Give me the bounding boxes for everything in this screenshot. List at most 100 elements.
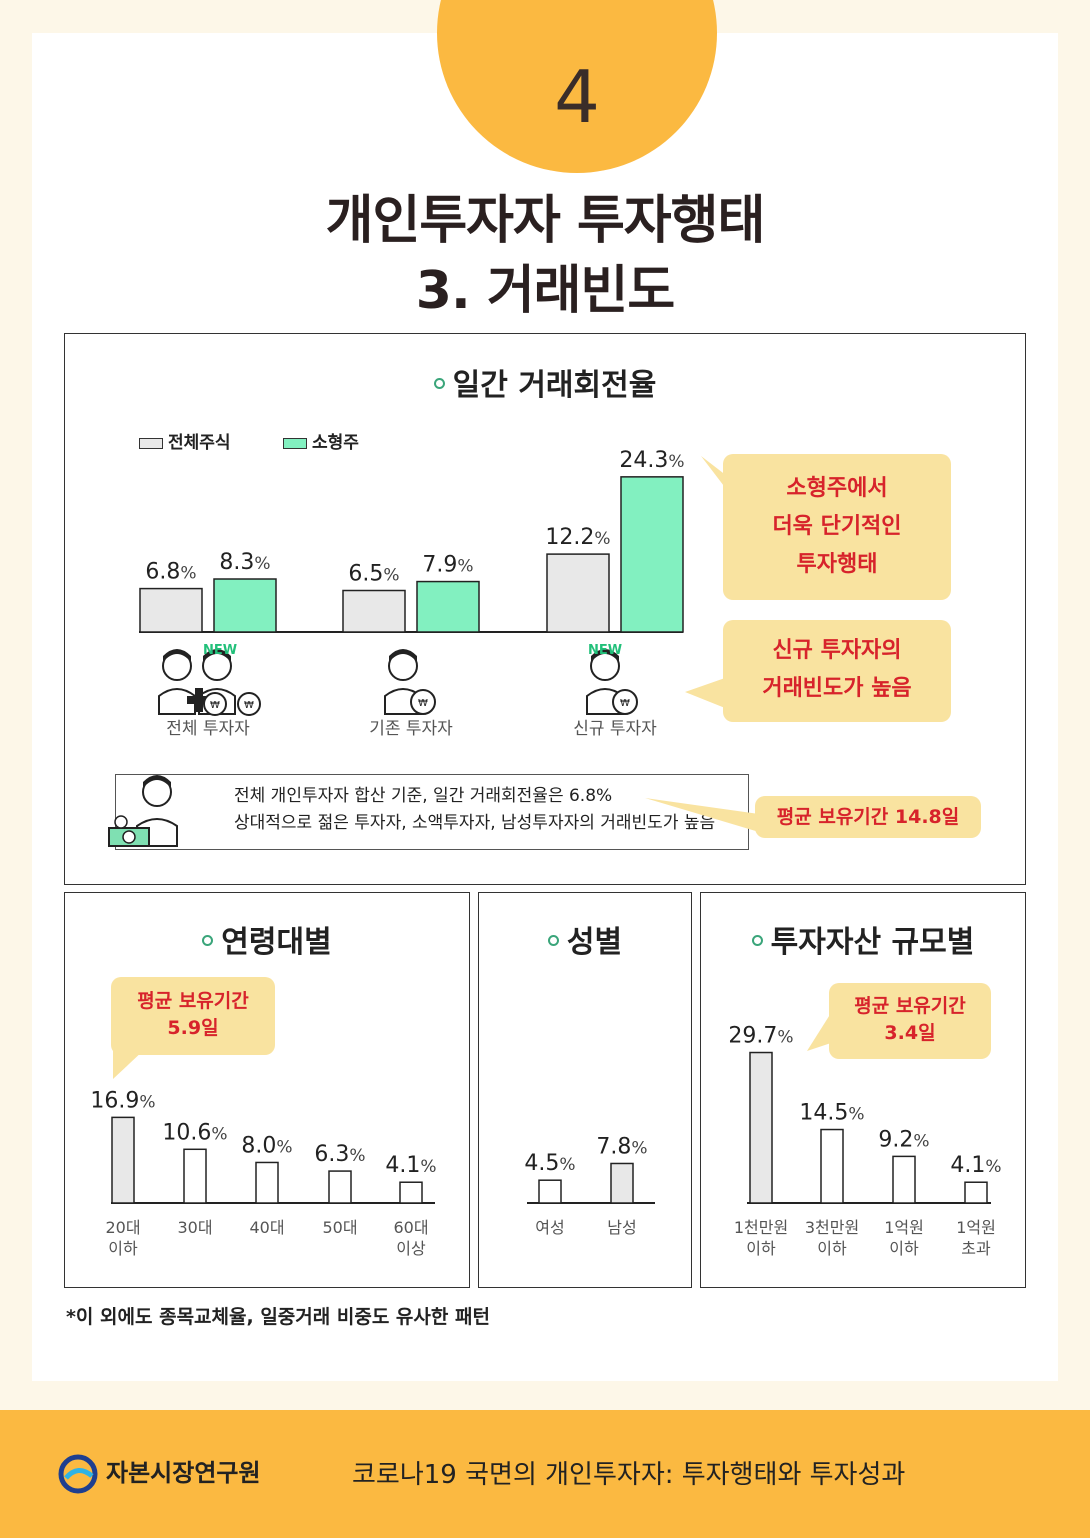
new-badge-all: NEW bbox=[203, 643, 237, 658]
bar-all-stocks-0 bbox=[139, 587, 203, 633]
footnote: *이 외에도 종목교체율, 일중거래 비중도 유사한 패턴 bbox=[66, 1306, 490, 1328]
bar-value-label: 7.8% bbox=[596, 1134, 647, 1159]
category-label: 1억원 bbox=[884, 1218, 924, 1237]
investor-icon-all: ₩ ₩ bbox=[158, 649, 261, 716]
bar-0 bbox=[111, 1116, 135, 1204]
note-callout-tail bbox=[645, 798, 759, 832]
category-label: 여성 bbox=[535, 1218, 564, 1237]
svg-text:₩: ₩ bbox=[418, 698, 428, 709]
bar-value-label: 7.9% bbox=[422, 553, 473, 578]
bar-all-stocks-1 bbox=[342, 589, 406, 633]
asset-callout: 평균 보유기간 3.4일 bbox=[829, 983, 991, 1059]
category-label: 3천만원 bbox=[805, 1218, 859, 1237]
category-label: 50대 bbox=[322, 1218, 357, 1237]
turnover-chart: 6.8% 6.5% 12.2% 8.3% 7.9% 24.3% bbox=[139, 448, 685, 633]
bar-3 bbox=[328, 1170, 352, 1204]
category-label: 30대 bbox=[177, 1218, 212, 1237]
bar-4 bbox=[399, 1181, 423, 1204]
category-label: 기존 투자자 bbox=[369, 719, 453, 739]
footer: 자본시장연구원 코로나19 국면의 개인투자자: 투자행태와 투자성과 bbox=[0, 1410, 1090, 1538]
svg-text:₩: ₩ bbox=[620, 698, 630, 709]
section-number: 4 bbox=[554, 55, 600, 139]
legend-all-stocks: 전체주식 bbox=[139, 428, 231, 453]
category-label: 이하 bbox=[889, 1239, 919, 1258]
investor-money-icon bbox=[108, 775, 178, 847]
svg-text:₩: ₩ bbox=[244, 700, 254, 711]
summary-note: 전체 개인투자자 합산 기준, 일간 거래회전율은 6.8% 상대적으로 젊은 … bbox=[115, 774, 749, 850]
page-subtitle: 3. 거래빈도 bbox=[415, 261, 675, 321]
bar-3 bbox=[964, 1181, 988, 1204]
bar-value-label: 6.5% bbox=[348, 562, 399, 587]
bar-value-label: 8.3% bbox=[219, 550, 270, 575]
org-logo-icon bbox=[58, 1454, 98, 1494]
org-logo: 자본시장연구원 bbox=[58, 1453, 261, 1494]
bar-2 bbox=[255, 1161, 279, 1204]
category-label: 이하 bbox=[746, 1239, 776, 1258]
bar-value-label: 24.3% bbox=[619, 448, 684, 473]
turnover-panel-title: 일간 거래회전율 bbox=[65, 360, 1025, 404]
report-subtitle: 코로나19 국면의 개인투자자: 투자행태와 투자성과 bbox=[352, 1460, 906, 1490]
bar-value-label: 8.0% bbox=[241, 1133, 292, 1158]
bar-value-label: 14.5% bbox=[799, 1101, 864, 1126]
age-callout-tail bbox=[113, 1049, 145, 1079]
investor-icons: ₩ ₩ NEW ₩ ₩ NEW bbox=[158, 643, 638, 716]
category-label: 1천만원 bbox=[734, 1218, 788, 1237]
callout-small-cap: 소형주에서 더욱 단기적인 투자행태 bbox=[723, 454, 951, 600]
bar-value-label: 12.2% bbox=[545, 525, 610, 550]
bullet-icon bbox=[433, 378, 445, 389]
category-label: 20대 bbox=[105, 1218, 140, 1237]
category-label: 신규 투자자 bbox=[573, 719, 657, 739]
callout-tail-bottom bbox=[685, 678, 725, 708]
legend-swatch-green bbox=[283, 437, 307, 449]
callout-tail-top bbox=[701, 456, 727, 490]
bar-small-cap-1 bbox=[416, 580, 480, 633]
bar-0 bbox=[538, 1179, 562, 1204]
investor-icon-new: ₩ bbox=[586, 649, 638, 715]
page-title: 개인투자자 투자행태 bbox=[325, 191, 766, 251]
bar-small-cap-0 bbox=[213, 578, 277, 633]
bar-1 bbox=[820, 1128, 844, 1204]
category-label: 이하 bbox=[817, 1239, 847, 1258]
bar-value-label: 6.8% bbox=[145, 560, 196, 585]
bar-2 bbox=[892, 1155, 916, 1204]
category-label: 이상 bbox=[396, 1239, 426, 1258]
bullet-icon bbox=[751, 935, 763, 946]
bar-value-label: 29.7% bbox=[728, 1024, 793, 1049]
legend-swatch-gray bbox=[139, 437, 163, 449]
bullet-icon bbox=[202, 935, 214, 946]
age-callout: 평균 보유기간 5.9일 bbox=[111, 977, 275, 1055]
age-panel-title: 연령대별 bbox=[65, 917, 469, 961]
note-callout: 평균 보유기간 14.8일 bbox=[755, 796, 981, 838]
bar-1 bbox=[610, 1162, 634, 1204]
category-label: 이하 bbox=[108, 1239, 138, 1258]
turnover-category-labels: 전체 투자자 기존 투자자 신규 투자자 bbox=[166, 719, 657, 739]
bar-value-label: 4.5% bbox=[524, 1151, 575, 1176]
gender-panel: 성별 4.5% 여성 7.8% 남성 bbox=[478, 892, 692, 1288]
callout-new-investor: 신규 투자자의 거래빈도가 높음 bbox=[723, 620, 951, 722]
bar-value-label: 6.3% bbox=[314, 1142, 365, 1167]
bar-value-label: 4.1% bbox=[950, 1153, 1001, 1178]
bar-value-label: 10.6% bbox=[162, 1120, 227, 1145]
bar-small-cap-2 bbox=[620, 476, 684, 633]
new-badge-new: NEW bbox=[588, 643, 622, 658]
category-label: 남성 bbox=[607, 1218, 636, 1237]
turnover-panel: 일간 거래회전율 전체주식 소형주 6.8% 6.5% 12.2% 8.3% 7.9% 2… bbox=[64, 333, 1026, 885]
bar-value-label: 16.9% bbox=[90, 1088, 155, 1113]
svg-text:₩: ₩ bbox=[210, 700, 220, 711]
asset-panel-title: 투자자산 규모별 bbox=[701, 917, 1025, 961]
bar-all-stocks-2 bbox=[546, 553, 610, 633]
category-label: 전체 투자자 bbox=[166, 719, 250, 739]
bar-value-label: 9.2% bbox=[878, 1127, 929, 1152]
gender-panel-title: 성별 bbox=[479, 917, 691, 961]
bullet-icon bbox=[547, 935, 559, 946]
bar-value-label: 4.1% bbox=[385, 1153, 436, 1178]
bar-1 bbox=[183, 1148, 207, 1204]
category-label: 1억원 bbox=[956, 1218, 996, 1237]
category-label: 60대 bbox=[393, 1218, 428, 1237]
category-label: 40대 bbox=[249, 1218, 284, 1237]
investor-icon-existing: ₩ bbox=[384, 649, 436, 715]
